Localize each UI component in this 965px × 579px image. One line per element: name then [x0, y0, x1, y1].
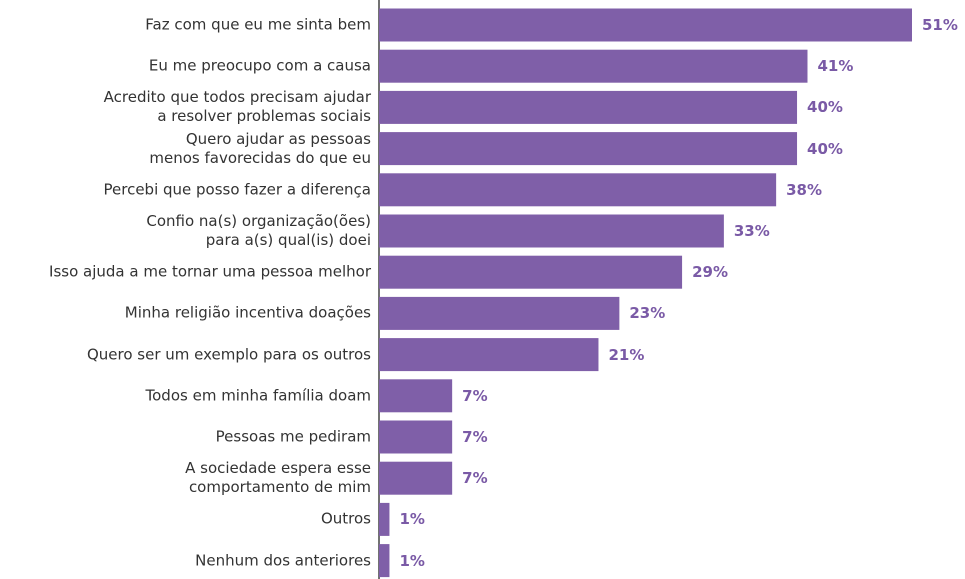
bar: [379, 338, 599, 372]
value-label: 7%: [462, 428, 488, 446]
value-label: 41%: [817, 57, 854, 76]
value-label: 33%: [733, 222, 770, 240]
value-label: 51%: [922, 16, 958, 34]
category-label: Isso ajuda a me tornar uma pessoa melhor: [49, 262, 371, 281]
bar: [379, 90, 798, 124]
value-label: 1%: [399, 551, 425, 570]
value-label: 7%: [462, 386, 488, 405]
value-label: 29%: [692, 263, 728, 282]
category-label: Faz com que eu me sinta bem: [145, 15, 371, 34]
category-label: Pessoas me pediram: [215, 427, 371, 446]
category-label: Acredito que todos precisam ajudar a res…: [103, 88, 371, 126]
category-label: Quero ajudar as pessoas menos favorecida…: [149, 129, 371, 167]
value-label: 40%: [807, 98, 843, 117]
category-label: Quero ser um exemplo para os outros: [86, 345, 371, 364]
value-label: 1%: [399, 510, 425, 529]
bar: [379, 544, 390, 578]
bar: [379, 296, 620, 330]
value-label: 7%: [462, 469, 488, 488]
category-label: Confio na(s) organização(ões) para a(s) …: [146, 212, 371, 249]
category-label: Nenhum dos anteriores: [195, 551, 371, 570]
bar: [379, 379, 453, 413]
bar: [379, 420, 453, 454]
category-label: Percebi que posso fazer a diferença: [103, 180, 372, 199]
category-label: Todos em minha família doam: [145, 386, 371, 405]
bar: [379, 173, 777, 207]
category-label: Minha religião incentiva doações: [124, 303, 371, 322]
value-label: 23%: [629, 304, 666, 323]
bar: [379, 502, 390, 536]
category-label: Eu me preocupo com a causa: [148, 56, 371, 75]
value-label: 38%: [786, 180, 823, 199]
category-label: A sociedade espera esse comportamento de…: [185, 459, 371, 497]
value-label: 40%: [807, 139, 843, 158]
category-label: Outros: [320, 509, 371, 528]
bar: [379, 8, 912, 42]
bar: [379, 214, 724, 248]
bar: [379, 255, 683, 289]
bar: [379, 132, 798, 166]
bar: [379, 461, 453, 495]
bar: [379, 49, 808, 83]
value-label: 21%: [608, 345, 645, 364]
